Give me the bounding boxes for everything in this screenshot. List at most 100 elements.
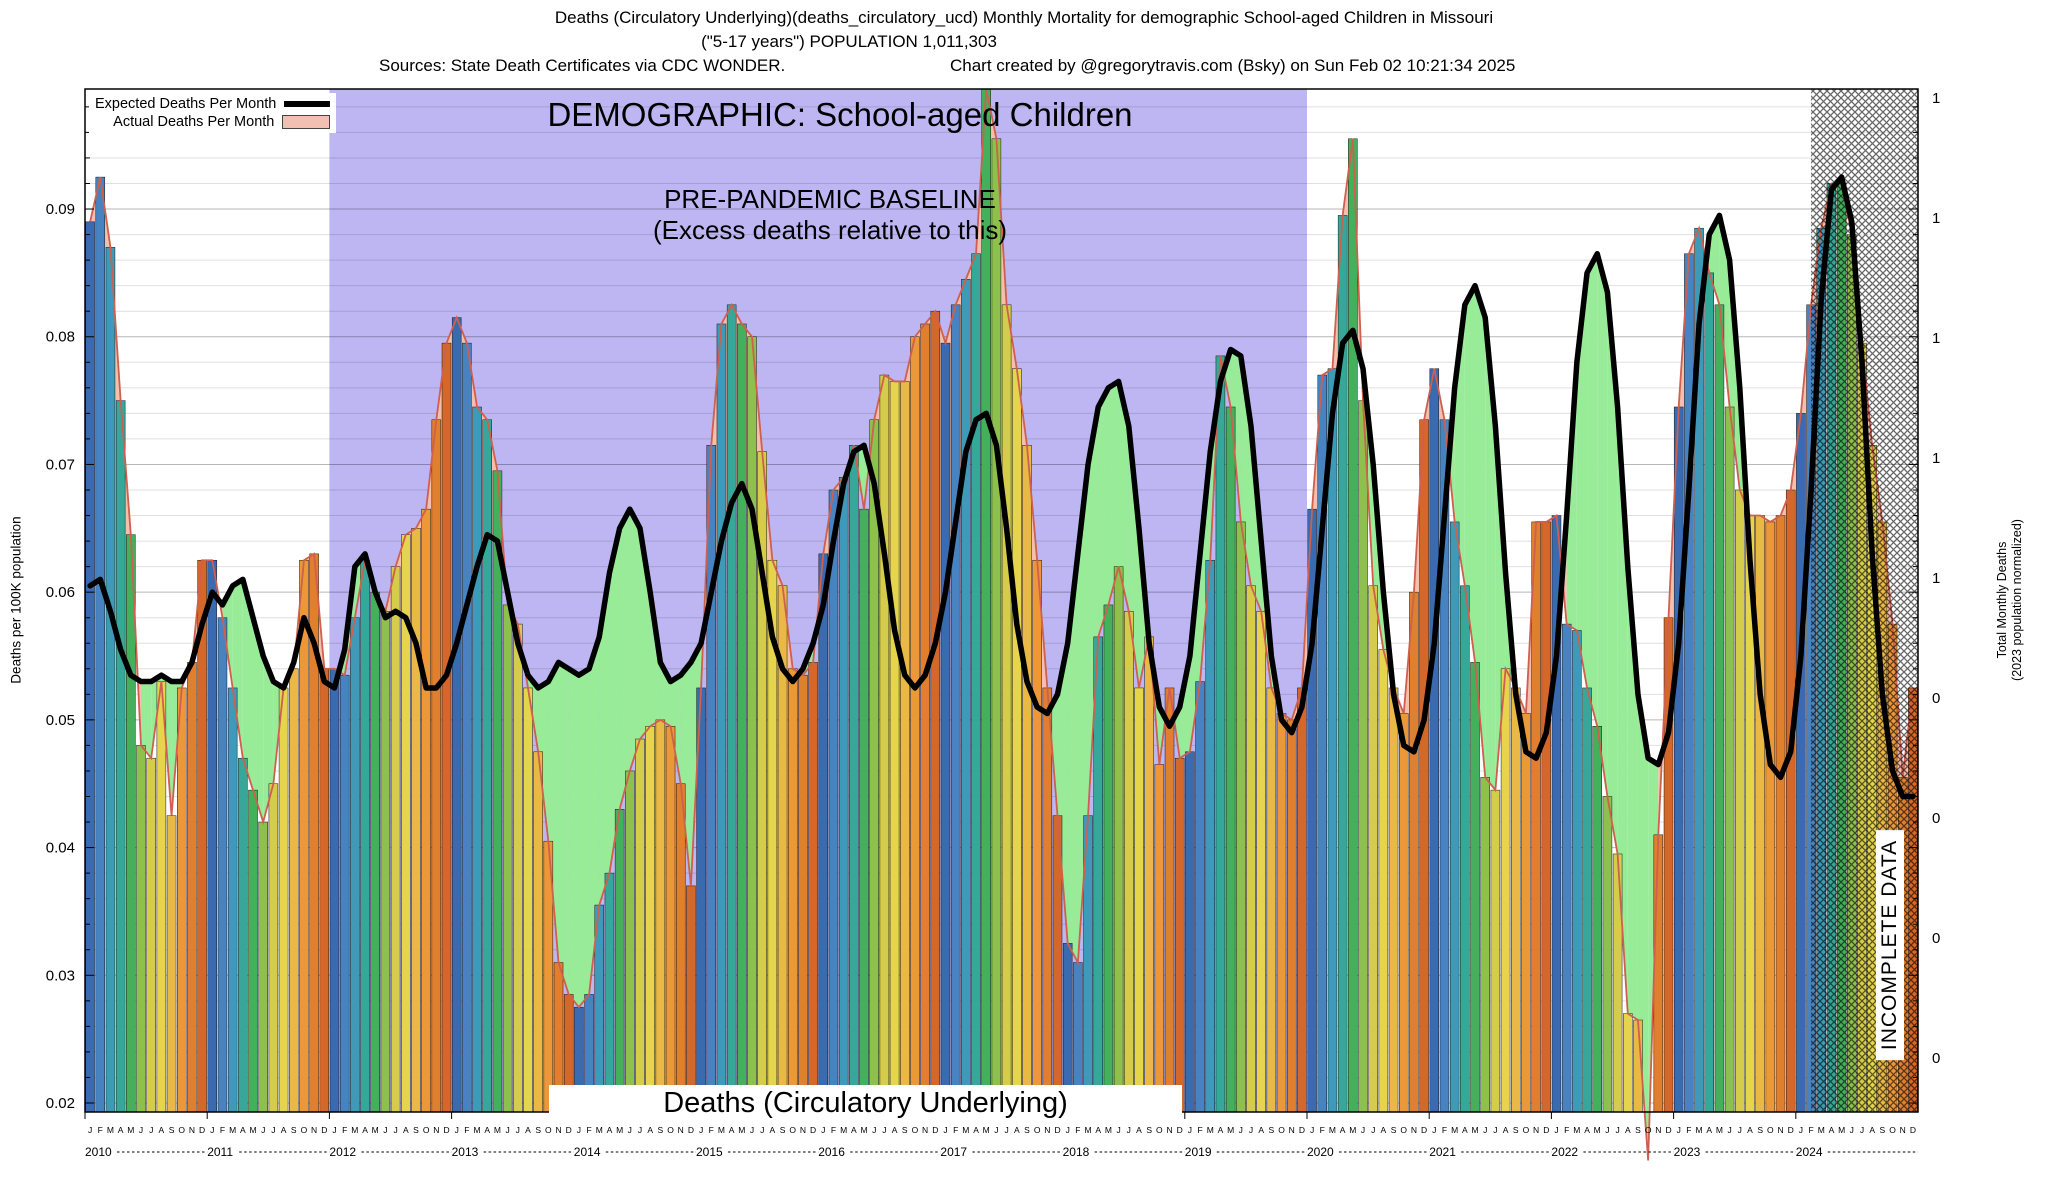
bar: [879, 374, 890, 1113]
year-label: 2022: [1551, 1145, 1578, 1159]
bar: [1256, 611, 1266, 1113]
incomplete-data-label: INCOMPLETE DATA: [1876, 829, 1904, 1061]
month-letter: J: [139, 1125, 143, 1135]
bar: [248, 789, 258, 1113]
bar: [350, 617, 360, 1113]
month-letter: J: [821, 1125, 825, 1135]
month-letter: D: [1421, 1125, 1427, 1135]
month-letter: M: [1716, 1125, 1723, 1135]
bar: [961, 279, 971, 1113]
month-letter: F: [586, 1125, 591, 1135]
bar: [971, 253, 981, 1113]
month-letter: J: [943, 1125, 947, 1135]
month-letter: A: [118, 1125, 124, 1135]
bar: [747, 336, 757, 1113]
month-letter: D: [810, 1125, 816, 1135]
month-letter: M: [1207, 1125, 1214, 1135]
bar: [217, 617, 228, 1113]
bar: [411, 528, 421, 1113]
year-label: 2016: [818, 1145, 845, 1159]
bar: [1480, 777, 1490, 1113]
bar: [105, 247, 116, 1113]
month-letter: J: [1371, 1125, 1375, 1135]
year-label: 2012: [329, 1145, 356, 1159]
month-letter: N: [433, 1125, 439, 1135]
month-letter: A: [1625, 1125, 1631, 1135]
month-letter: M: [1573, 1125, 1580, 1135]
month-letter: O: [1767, 1125, 1774, 1135]
legend: Expected Deaths Per Month Actual Deaths …: [89, 93, 337, 133]
month-letter: M: [229, 1125, 236, 1135]
bar: [828, 489, 839, 1113]
bar: [523, 687, 533, 1113]
month-letter: D: [321, 1125, 327, 1135]
bar: [1653, 834, 1664, 1113]
y-tick-label-right: 1: [1932, 330, 1940, 347]
bar: [1500, 668, 1511, 1113]
bar: [462, 342, 472, 1113]
month-letter: S: [291, 1125, 297, 1135]
month-letter: S: [535, 1125, 541, 1135]
bar: [1154, 764, 1165, 1113]
bar: [441, 342, 452, 1113]
month-letter: N: [1411, 1125, 1417, 1135]
month-letter: F: [1442, 1125, 1447, 1135]
month-letter: A: [1014, 1125, 1020, 1135]
bar: [146, 757, 156, 1113]
month-letter: N: [1655, 1125, 1661, 1135]
bar: [268, 783, 279, 1113]
month-letter: M: [1227, 1125, 1234, 1135]
bar: [1582, 687, 1592, 1113]
month-letter: A: [1381, 1125, 1387, 1135]
month-letter: M: [1818, 1125, 1825, 1135]
month-letter: O: [1889, 1125, 1896, 1135]
year-label: 2023: [1674, 1145, 1701, 1159]
y-tick-label-left: 0.03: [46, 967, 75, 984]
bar: [1215, 355, 1226, 1113]
bar: [1358, 400, 1368, 1113]
month-letter: F: [1197, 1125, 1202, 1135]
month-letter: F: [220, 1125, 225, 1135]
y-tick-label-right: 1: [1932, 210, 1940, 227]
bar: [1174, 757, 1185, 1113]
bar: [900, 381, 910, 1113]
bar: [1419, 419, 1429, 1113]
month-letter: M: [1329, 1125, 1336, 1135]
month-letter: M: [860, 1125, 867, 1135]
bar: [380, 611, 391, 1113]
y-tick-label-left: 0.05: [46, 712, 75, 729]
bar: [1042, 687, 1053, 1113]
month-letter: S: [1880, 1125, 1886, 1135]
bar: [1735, 489, 1745, 1113]
y-tick-label-left: 0.07: [46, 456, 75, 473]
month-letter: A: [525, 1125, 531, 1135]
month-letter: M: [962, 1125, 969, 1135]
bar: [1001, 304, 1012, 1113]
month-letter: S: [902, 1125, 908, 1135]
bar: [910, 336, 920, 1113]
bar: [1714, 304, 1725, 1113]
month-letter: S: [658, 1125, 664, 1135]
bar: [1348, 138, 1358, 1113]
month-letter: D: [1054, 1125, 1060, 1135]
month-letter: N: [1289, 1125, 1295, 1135]
year-label: 2010: [85, 1145, 112, 1159]
bar: [431, 419, 442, 1113]
bar: [716, 323, 727, 1113]
month-letter: N: [1900, 1125, 1906, 1135]
month-letter: A: [484, 1125, 490, 1135]
month-letter: J: [638, 1125, 642, 1135]
month-letter: A: [403, 1125, 409, 1135]
month-letter: A: [1095, 1125, 1101, 1135]
year-label: 2019: [1185, 1145, 1212, 1159]
bar: [991, 138, 1002, 1113]
bar: [1572, 630, 1582, 1113]
bar: [1144, 636, 1154, 1113]
bar: [278, 687, 289, 1113]
bar: [1327, 368, 1338, 1113]
bar: [177, 687, 187, 1113]
month-letter: F: [831, 1125, 836, 1135]
month-letter: A: [1829, 1125, 1835, 1135]
